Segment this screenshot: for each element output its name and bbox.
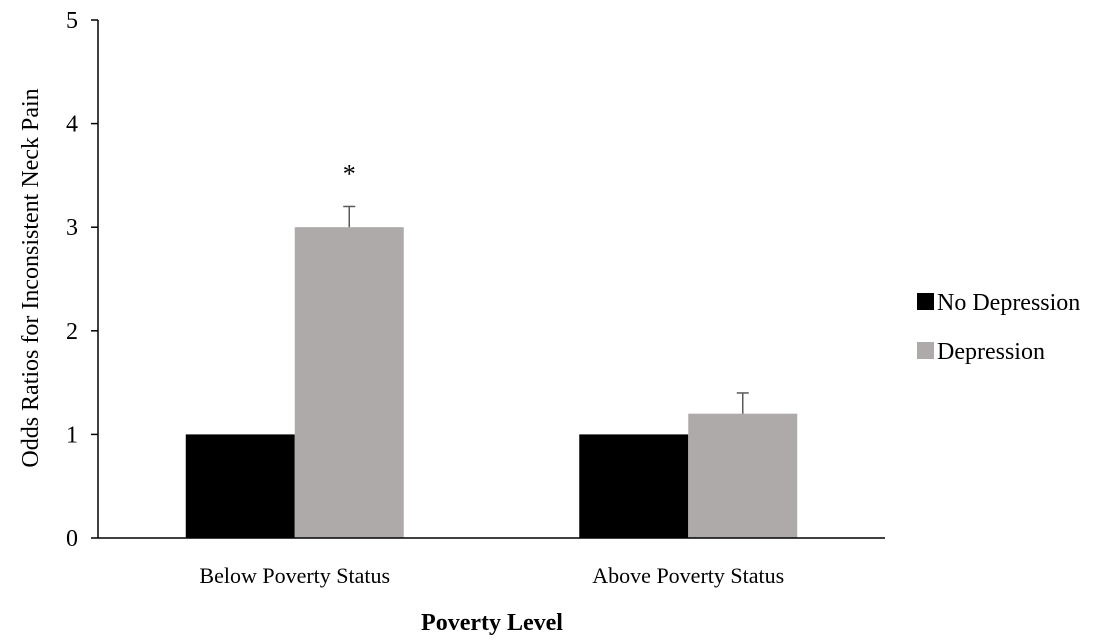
bar-0-1 <box>579 434 689 538</box>
bars: * <box>185 159 798 538</box>
legend-swatch <box>917 293 934 310</box>
y-tick-label: 0 <box>66 526 78 552</box>
legend-label: Depression <box>937 339 1045 365</box>
y-tick-label: 3 <box>66 215 78 241</box>
y-tick-label: 2 <box>66 319 78 345</box>
y-tick-label: 5 <box>66 8 78 34</box>
x-category-label: Below Poverty Status <box>199 563 390 588</box>
legend: No Depression Depression <box>917 290 1080 365</box>
bar-0-0 <box>185 434 295 538</box>
bar-1-1 <box>688 413 798 538</box>
significance-annotation: * <box>343 159 356 188</box>
y-tick-label: 4 <box>66 112 78 138</box>
y-tick-label: 1 <box>66 422 78 448</box>
x-axis: Below Poverty Status Above Poverty Status <box>98 537 885 588</box>
legend-label: No Depression <box>937 290 1080 316</box>
x-axis-title: Poverty Level <box>421 610 563 636</box>
legend-swatch <box>917 342 934 359</box>
bar-1-0 <box>294 227 404 538</box>
y-axis-title: Odds Ratios for Inconsistent Neck Pain <box>18 88 44 467</box>
y-axis: 0 1 2 3 4 5 <box>66 8 99 552</box>
x-category-label: Above Poverty Status <box>592 563 784 588</box>
